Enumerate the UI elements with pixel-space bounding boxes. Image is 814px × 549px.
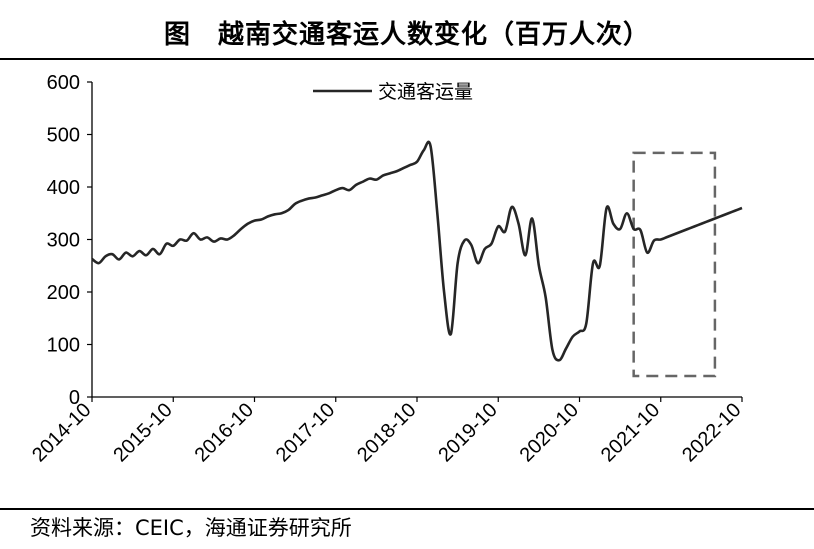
source-rule (0, 508, 814, 510)
x-tick-label: 2015-10 (109, 399, 176, 466)
title-rule (0, 58, 814, 60)
x-tick-label: 2019-10 (434, 399, 501, 466)
y-tick-label: 200 (47, 282, 80, 304)
series-layer (91, 140, 743, 362)
legend-label: 交通客运量 (378, 81, 473, 103)
y-tick-label: 600 (47, 72, 80, 94)
y-axis-ticks: 0 100 200 300 400 500 600 (47, 72, 92, 409)
y-tick-label: 500 (47, 125, 80, 147)
highlight-dashed-box (632, 151, 717, 378)
x-tick-label: 2017-10 (272, 399, 339, 466)
title-bar: 图 越南交通客运人数变化（百万人次） (0, 0, 814, 58)
x-axis-ticks: 2014-10 2015-10 2016-10 2017-10 2018-10 2019-… (28, 397, 746, 466)
x-tick-label: 2018-10 (353, 399, 420, 466)
annotation-layer (632, 151, 717, 378)
x-tick-label: 2016-10 (191, 399, 258, 466)
chart-title: 图 越南交通客运人数变化（百万人次） (163, 20, 650, 50)
line-chart: 0 100 200 300 400 500 600 2014-10 2015-10 2016-1… (28, 72, 746, 466)
legend: 交通客运量 (313, 81, 473, 103)
x-tick-label: 2021-10 (597, 399, 664, 466)
series-line-passenger-volume (91, 140, 743, 362)
source-note: 资料来源：CEIC，海通证券研究所 (30, 516, 352, 540)
y-tick-label: 0 (69, 387, 80, 409)
x-tick-label: 2014-10 (28, 399, 95, 466)
y-tick-label: 400 (47, 177, 80, 199)
x-tick-label: 2022-10 (678, 399, 745, 466)
x-tick-label: 2020-10 (516, 399, 583, 466)
y-tick-label: 300 (47, 230, 80, 252)
y-tick-label: 100 (47, 335, 80, 357)
